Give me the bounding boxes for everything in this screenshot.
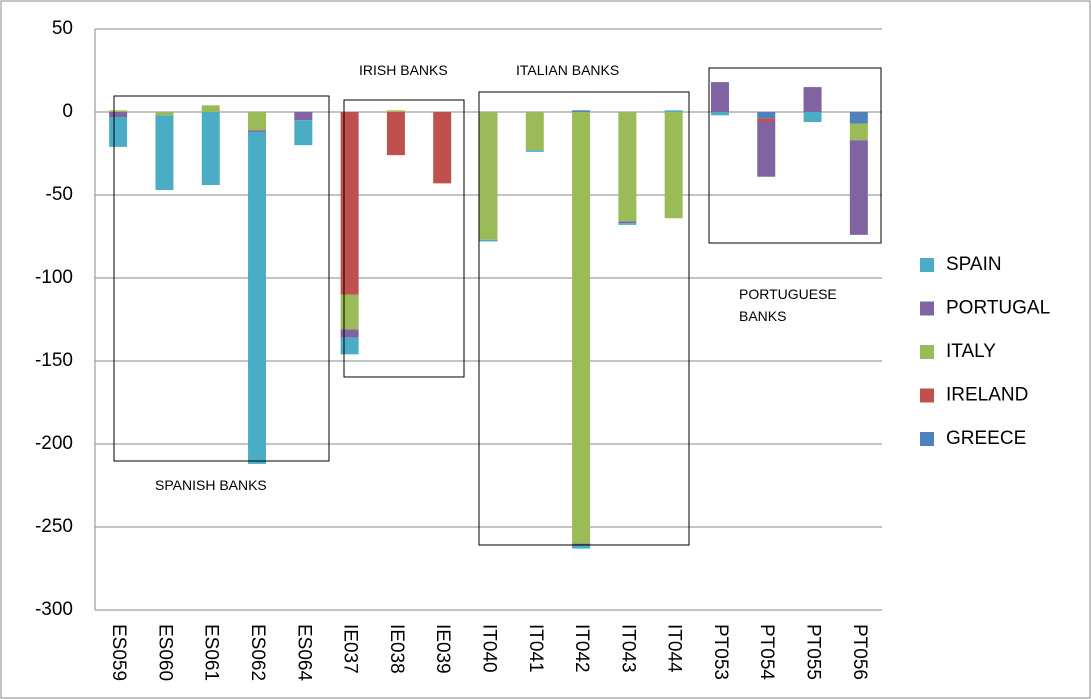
annotation: ITALIAN BANKS (516, 62, 620, 78)
bar-segment (849, 123, 868, 141)
legend-swatch (920, 345, 934, 359)
annotation: SPANISH BANKS (155, 477, 267, 493)
bar-segment (757, 112, 776, 119)
legend-label: ITALY (946, 341, 996, 362)
bar-segment (340, 329, 359, 338)
bar-segment (109, 110, 128, 112)
x-tick-label: IE038 (386, 624, 407, 674)
bar-segment (710, 112, 729, 116)
bar-segment (849, 112, 868, 124)
x-tick-label: PT054 (756, 624, 777, 680)
x-tick-label: PT053 (710, 624, 731, 680)
x-tick-label: IT042 (571, 624, 592, 673)
y-tick-label: -50 (46, 184, 73, 205)
bar-segment (248, 130, 267, 132)
x-tick-label: ES062 (247, 624, 268, 681)
bar-segment (618, 221, 637, 224)
bar-segment (572, 110, 591, 112)
bar-segment (340, 112, 359, 295)
x-tick-label: PT056 (849, 624, 870, 680)
bar-segment (572, 545, 591, 549)
y-tick-label: -200 (35, 433, 73, 454)
x-tick-label: IE039 (432, 624, 453, 674)
x-tick-label: IE037 (340, 624, 361, 674)
bar-segment (664, 112, 683, 219)
group-box (708, 67, 882, 244)
annotation: PORTUGUESE BANKS (739, 286, 837, 324)
bar-segment (155, 115, 174, 191)
bar-segment (572, 112, 591, 544)
y-tick-label: 50 (52, 18, 73, 39)
bar-segment (109, 112, 128, 117)
y-tick-label: 0 (62, 101, 73, 122)
bar-segment (757, 121, 776, 177)
x-tick-label: ES064 (293, 624, 314, 681)
y-tick-label: -100 (35, 267, 73, 288)
bar-segment (155, 112, 174, 116)
legend-label: PORTUGAL (946, 298, 1050, 319)
x-tick-label: IT040 (478, 624, 499, 673)
bar-segment (618, 112, 637, 222)
bar-segment (803, 87, 822, 112)
legend-label: SPAIN (946, 254, 1002, 275)
x-tick-label: IT043 (617, 624, 638, 673)
x-tick-label: PT055 (803, 624, 824, 680)
bar-segment (803, 112, 822, 122)
legend-swatch (920, 388, 934, 403)
bar-segment (201, 112, 220, 186)
bar-segment (479, 112, 498, 240)
bar-segment (386, 110, 405, 112)
x-tick-label: IT044 (664, 624, 685, 673)
group-box (113, 95, 330, 462)
y-tick-label: -300 (35, 599, 73, 620)
bar-segment (340, 337, 359, 355)
group-box (343, 99, 465, 378)
bar-segment (248, 112, 267, 131)
x-tick-label: IT041 (525, 624, 546, 673)
bar-segment (340, 294, 359, 330)
bar-segment (710, 82, 729, 112)
bar-segment (294, 120, 313, 146)
y-tick-label: -150 (35, 350, 73, 371)
y-tick-label: -250 (35, 516, 73, 537)
bar-segment (109, 116, 128, 147)
x-tick-label: ES060 (154, 624, 175, 681)
bar-segment (386, 112, 405, 156)
legend-swatch (920, 301, 934, 316)
legend-label: GREECE (946, 428, 1026, 449)
group-box (478, 91, 690, 546)
bar-segment (479, 239, 498, 242)
bar-segment (294, 112, 313, 121)
bar-segment (525, 150, 544, 152)
bar-segment (618, 223, 637, 225)
annotation: IRISH BANKS (359, 62, 448, 78)
bar-segment (248, 131, 267, 464)
legend-swatch (920, 258, 934, 272)
bar-segment (433, 112, 452, 184)
bar-segment (572, 543, 591, 546)
legend-label: IRELAND (946, 385, 1028, 406)
legend-swatch (920, 432, 934, 446)
x-tick-label: ES061 (201, 624, 222, 681)
bar-segment (757, 118, 776, 122)
bar-segment (664, 110, 683, 112)
x-tick-label: ES059 (108, 624, 129, 681)
bar-segment (849, 140, 868, 235)
bar-segment (201, 105, 220, 112)
bar-segment (525, 112, 544, 151)
